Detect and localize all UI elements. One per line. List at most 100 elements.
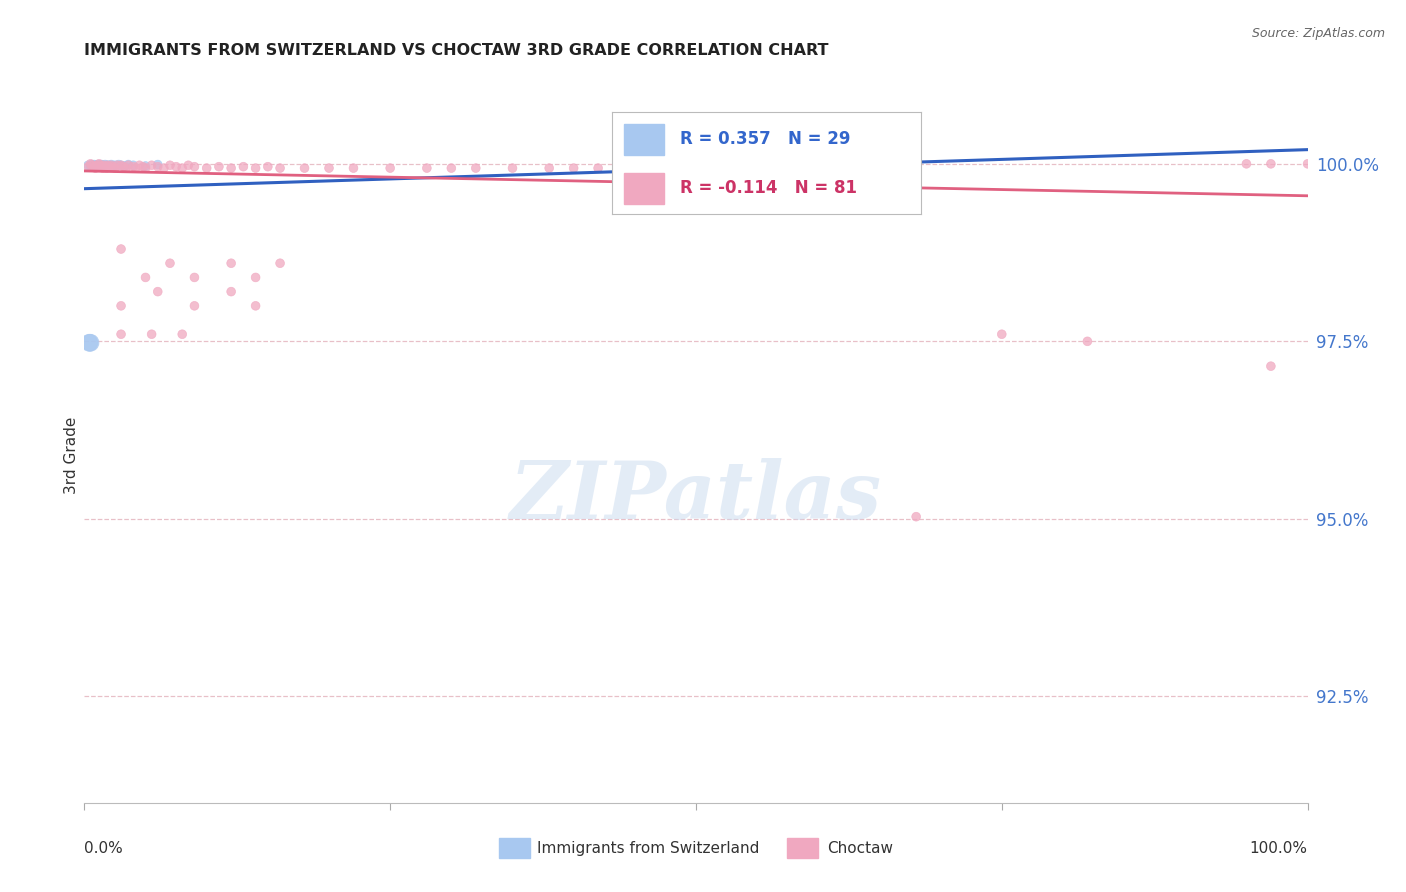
Point [86, 158, 108, 172]
Point [79, 335, 101, 350]
Point [1260, 359, 1282, 374]
Point [141, 158, 163, 172]
Point [104, 161, 127, 175]
Point [82, 158, 104, 172]
Point [125, 161, 148, 175]
Point [107, 157, 129, 171]
Point [90, 157, 112, 171]
Point [165, 160, 187, 174]
Point [94, 157, 117, 171]
Point [141, 327, 163, 342]
Point [172, 327, 194, 342]
Point [87, 158, 110, 172]
Point [83, 157, 105, 171]
Point [747, 161, 769, 175]
Point [440, 161, 463, 175]
Point [100, 158, 122, 172]
Point [97, 158, 120, 172]
Point [112, 160, 135, 174]
Point [97, 160, 120, 174]
Point [96, 161, 118, 175]
Point [80, 158, 103, 172]
Bar [624, 124, 664, 154]
Point [77, 158, 100, 172]
Point [110, 158, 132, 172]
Point [110, 327, 132, 342]
Point [177, 158, 200, 172]
Point [294, 161, 316, 175]
Point [114, 159, 136, 173]
Text: 0.0%: 0.0% [84, 841, 124, 856]
Point [219, 256, 242, 270]
Text: Immigrants from Switzerland: Immigrants from Switzerland [537, 841, 759, 855]
Point [245, 161, 267, 175]
Point [96, 158, 118, 172]
Point [87, 160, 110, 174]
Point [153, 161, 176, 175]
Point [80, 157, 103, 171]
Point [464, 161, 486, 175]
Point [128, 158, 150, 172]
Point [97, 159, 120, 173]
Point [93, 158, 115, 172]
Point [79, 157, 101, 171]
Point [159, 256, 181, 270]
Point [93, 159, 115, 173]
Point [624, 161, 647, 175]
Point [89, 158, 111, 172]
Point [77, 160, 100, 174]
Point [905, 509, 928, 524]
Point [122, 160, 145, 174]
Point [117, 158, 139, 172]
Point [132, 160, 155, 174]
Point [79, 159, 101, 173]
Point [245, 270, 267, 285]
Point [318, 161, 340, 175]
Text: ZIPatlas: ZIPatlas [510, 458, 882, 535]
Point [1260, 157, 1282, 171]
Point [1234, 157, 1257, 171]
Point [586, 161, 609, 175]
Point [86, 158, 108, 172]
Point [103, 160, 125, 174]
Point [159, 158, 181, 172]
Point [83, 160, 105, 174]
Point [146, 285, 169, 299]
Point [219, 161, 242, 175]
Bar [624, 173, 664, 204]
Point [661, 161, 683, 175]
Point [87, 157, 110, 171]
Point [195, 161, 218, 175]
Point [84, 161, 107, 175]
Point [501, 161, 523, 175]
Point [232, 160, 254, 174]
Point [562, 161, 585, 175]
Point [91, 158, 114, 172]
Point [104, 158, 127, 172]
Point [342, 161, 364, 175]
Point [172, 161, 194, 175]
Text: IMMIGRANTS FROM SWITZERLAND VS CHOCTAW 3RD GRADE CORRELATION CHART: IMMIGRANTS FROM SWITZERLAND VS CHOCTAW 3… [84, 43, 830, 58]
Point [1296, 157, 1319, 171]
Point [110, 299, 132, 313]
Point [94, 160, 117, 174]
Point [117, 157, 139, 171]
Point [146, 157, 169, 171]
Point [269, 161, 291, 175]
Point [245, 299, 267, 313]
Point [380, 161, 402, 175]
Point [122, 158, 145, 172]
Point [90, 160, 112, 174]
Text: R = -0.114   N = 81: R = -0.114 N = 81 [679, 179, 856, 197]
Y-axis label: 3rd Grade: 3rd Grade [63, 417, 79, 493]
Point [183, 270, 205, 285]
Point [183, 299, 205, 313]
Point [135, 159, 157, 173]
Point [269, 256, 291, 270]
Text: Source: ZipAtlas.com: Source: ZipAtlas.com [1251, 27, 1385, 40]
Point [135, 161, 157, 175]
Point [183, 160, 205, 174]
Point [77, 335, 100, 350]
Point [990, 327, 1012, 342]
Point [135, 270, 157, 285]
